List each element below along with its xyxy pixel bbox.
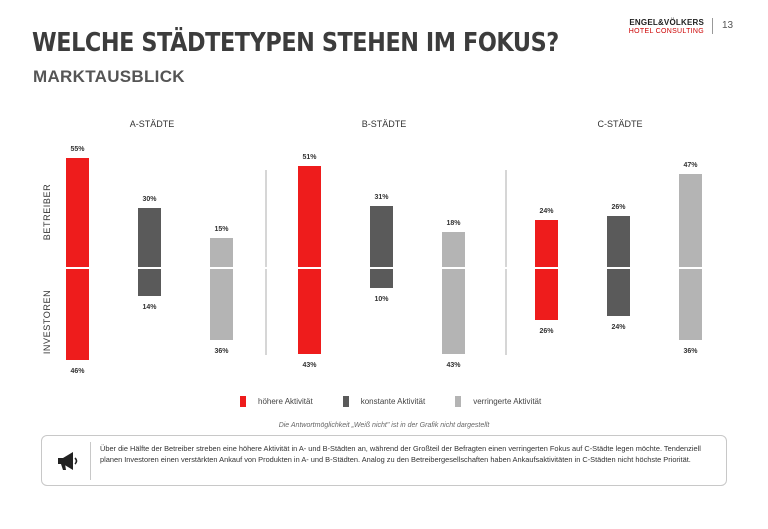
data-label-betreiber-b-reduced: 18% [446,220,461,227]
data-label-betreiber-c-constant: 26% [611,204,626,211]
data-label-betreiber-c-reduced: 47% [683,162,698,169]
bar-betreiber-c-reduced [679,174,702,268]
data-label-betreiber-b-constant: 31% [374,194,389,201]
data-label-betreiber-a-constant: 30% [142,196,157,203]
bar-betreiber-c-higher [535,220,558,268]
page-title: WELCHE STÄDTETYPEN STEHEN IM FOKUS? [32,28,559,58]
data-label-betreiber-b-higher: 51% [302,154,317,161]
data-label-investoren-a-constant: 14% [142,304,157,311]
legend-label-reduced: verringerte Aktivität [473,397,542,406]
bar-investoren-b-reduced [442,268,465,354]
info-divider [90,442,91,480]
group-title-c: C-STÄDTE [598,119,643,129]
bar-betreiber-b-reduced [442,232,465,268]
legend-item-constant: konstante Aktivität [342,396,426,407]
bar-betreiber-b-higher [298,166,321,268]
chart-footnote: Die Antwortmöglichkeit „Weiß nicht" ist … [278,422,490,429]
company-logo: ENGEL&VÖLKERS HOTEL CONSULTING [629,18,704,36]
legend-item-higher: höhere Aktivität [240,396,313,407]
group-title-b: B-STÄDTE [362,119,407,129]
page-subtitle: MARKTAUSBLICK [33,67,185,86]
bar-investoren-c-reduced [679,268,702,340]
legend-item-reduced: verringerte Aktivität [455,396,541,407]
bar-investoren-c-higher [535,268,558,320]
bar-betreiber-c-constant [607,216,630,268]
data-label-investoren-c-reduced: 36% [683,348,698,355]
bar-investoren-a-constant [138,268,161,296]
bar-investoren-b-constant [370,268,393,288]
axis-label-betreiber: BETREIBER [42,184,52,240]
legend-label-constant: konstante Aktivität [360,397,426,406]
legend-swatch-higher [240,396,246,407]
data-label-investoren-b-higher: 43% [302,362,317,369]
data-label-betreiber-a-reduced: 15% [214,226,229,233]
bar-investoren-b-higher [298,268,321,354]
data-label-betreiber-c-higher: 24% [539,208,554,215]
info-box: Über die Hälfte der Betreiber streben ei… [41,435,727,486]
data-label-betreiber-a-higher: 55% [70,146,85,153]
logo-divider [712,18,713,34]
bar-betreiber-a-higher [66,158,89,268]
bar-investoren-a-reduced [210,268,233,340]
bar-betreiber-a-reduced [210,238,233,268]
data-label-investoren-b-reduced: 43% [446,362,461,369]
megaphone-icon [58,452,78,470]
activity-chart: A-STÄDTE B-STÄDTE C-STÄDTE BETREIBER INVESTO… [42,119,702,375]
data-label-investoren-c-higher: 26% [539,328,554,335]
legend-swatch-constant [342,396,349,407]
logo-line-1: ENGEL&VÖLKERS [629,18,704,27]
bar-investoren-a-higher [66,268,89,360]
chart-legend: höhere Aktivität konstante Aktivität ver… [240,396,541,407]
bar-betreiber-a-constant [138,208,161,268]
data-label-investoren-a-higher: 46% [70,368,85,375]
data-label-investoren-b-constant: 10% [374,296,389,303]
page-number: 13 [722,20,734,31]
group-title-a: A-STÄDTE [130,119,175,129]
legend-label-higher: höhere Aktivität [258,397,313,406]
bar-investoren-c-constant [607,268,630,316]
bar-betreiber-b-constant [370,206,393,268]
logo-line-2: HOTEL CONSULTING [628,28,704,35]
legend-swatch-reduced [455,396,462,407]
axis-label-investoren: INVESTOREN [42,290,52,354]
data-label-investoren-c-constant: 24% [611,324,626,331]
info-text: Über die Hälfte der Betreiber streben ei… [100,444,701,464]
data-label-investoren-a-reduced: 36% [214,348,229,355]
